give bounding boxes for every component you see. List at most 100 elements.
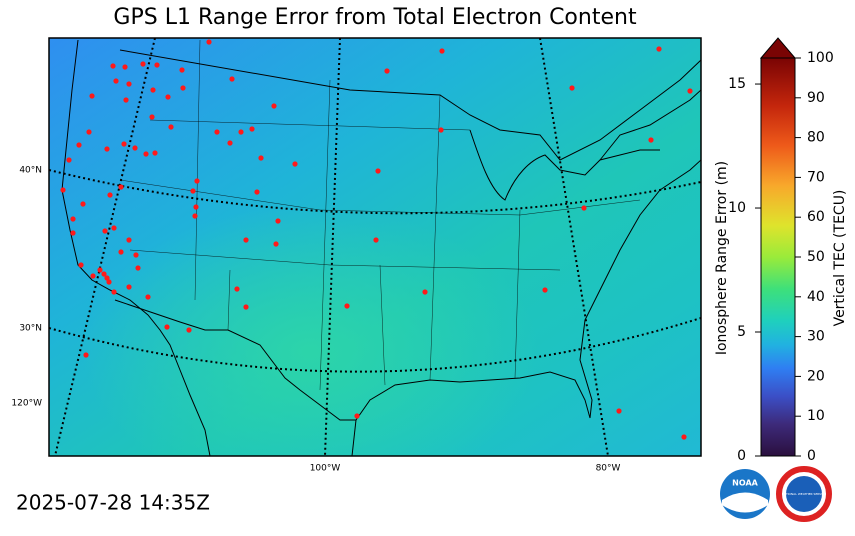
station (687, 88, 693, 94)
station (179, 67, 185, 73)
colorbar-fill (760, 57, 796, 457)
colorbar-left-label: Ionosphere Range Error (m) (714, 161, 730, 355)
station (118, 184, 124, 190)
right-tick-label: 20 (807, 368, 825, 384)
right-tick-label: 0 (807, 448, 816, 464)
station (581, 205, 587, 211)
station (384, 68, 390, 74)
right-tick-label: 50 (807, 249, 825, 265)
station (214, 129, 220, 135)
station (101, 271, 107, 277)
station (186, 327, 192, 333)
station (152, 150, 158, 156)
station (243, 237, 249, 243)
nws-text: NATIONAL WEATHER SERVICE (782, 492, 827, 496)
station (648, 137, 654, 143)
station (190, 188, 196, 194)
station (164, 324, 170, 330)
station (542, 287, 548, 293)
station (90, 273, 96, 279)
station (656, 46, 662, 52)
left-tick-label: 15 (728, 76, 746, 92)
left-tick-label: 5 (737, 324, 746, 340)
station (238, 129, 244, 135)
station (243, 304, 249, 310)
station (192, 213, 198, 219)
right-tick-label: 30 (807, 329, 825, 345)
station (113, 78, 119, 84)
right-tick-label: 60 (807, 209, 825, 225)
station (133, 252, 139, 258)
noaa-wave (722, 492, 768, 513)
timestamp: 2025-07-28 14:35Z (16, 491, 210, 515)
station (292, 161, 298, 167)
station (106, 279, 112, 285)
station (193, 204, 199, 210)
title: GPS L1 Range Error from Total Electron C… (113, 5, 637, 30)
station (86, 129, 92, 135)
station (271, 103, 277, 109)
station (254, 189, 260, 195)
right-tick-label: 40 (807, 289, 825, 305)
station (422, 289, 428, 295)
station (275, 218, 281, 224)
station (111, 289, 117, 295)
map (49, 38, 701, 456)
station (102, 228, 108, 234)
station (616, 408, 622, 414)
station (126, 81, 132, 87)
station (76, 142, 82, 148)
station (249, 126, 255, 132)
station (439, 48, 445, 54)
colorbar-extend (759, 37, 797, 59)
station (80, 201, 86, 207)
right-tick-label: 90 (807, 90, 825, 106)
station (344, 303, 350, 309)
station (234, 286, 240, 292)
station (104, 146, 110, 152)
station (143, 151, 149, 157)
station (70, 216, 76, 222)
station (132, 145, 138, 151)
station (121, 141, 127, 147)
right-tick-label: 70 (807, 169, 825, 185)
lon-label: 120°W (11, 399, 42, 409)
stations (60, 39, 693, 440)
station (373, 237, 379, 243)
station (107, 192, 113, 198)
station (149, 114, 155, 120)
map-frame (48, 37, 702, 457)
right-tick-label: 10 (807, 408, 825, 424)
station (126, 237, 132, 243)
station (273, 241, 279, 247)
station (70, 230, 76, 236)
station (140, 61, 146, 67)
left-tick-label: 10 (728, 200, 746, 216)
station (66, 157, 72, 163)
station (89, 93, 95, 99)
right-tick-label: 100 (807, 50, 834, 66)
station (135, 265, 141, 271)
station (123, 97, 129, 103)
station (180, 85, 186, 91)
station (111, 225, 117, 231)
lon-label: 100°W (310, 464, 341, 474)
station (354, 413, 360, 419)
noaa-logo: NOAA (720, 469, 770, 519)
station (681, 434, 687, 440)
lat-label: 30°N (19, 324, 42, 334)
station (375, 168, 381, 174)
lat-label: 40°N (19, 166, 42, 176)
station (150, 87, 156, 93)
station (118, 249, 124, 255)
station (104, 275, 110, 281)
station (122, 64, 128, 70)
station (227, 140, 233, 146)
graticule (49, 38, 701, 456)
right-tick-label: 80 (807, 130, 825, 146)
nws-core (786, 476, 822, 512)
station (438, 127, 444, 133)
colorbar-right-label: Vertical TEC (TECU) (832, 190, 848, 327)
station (206, 39, 212, 45)
